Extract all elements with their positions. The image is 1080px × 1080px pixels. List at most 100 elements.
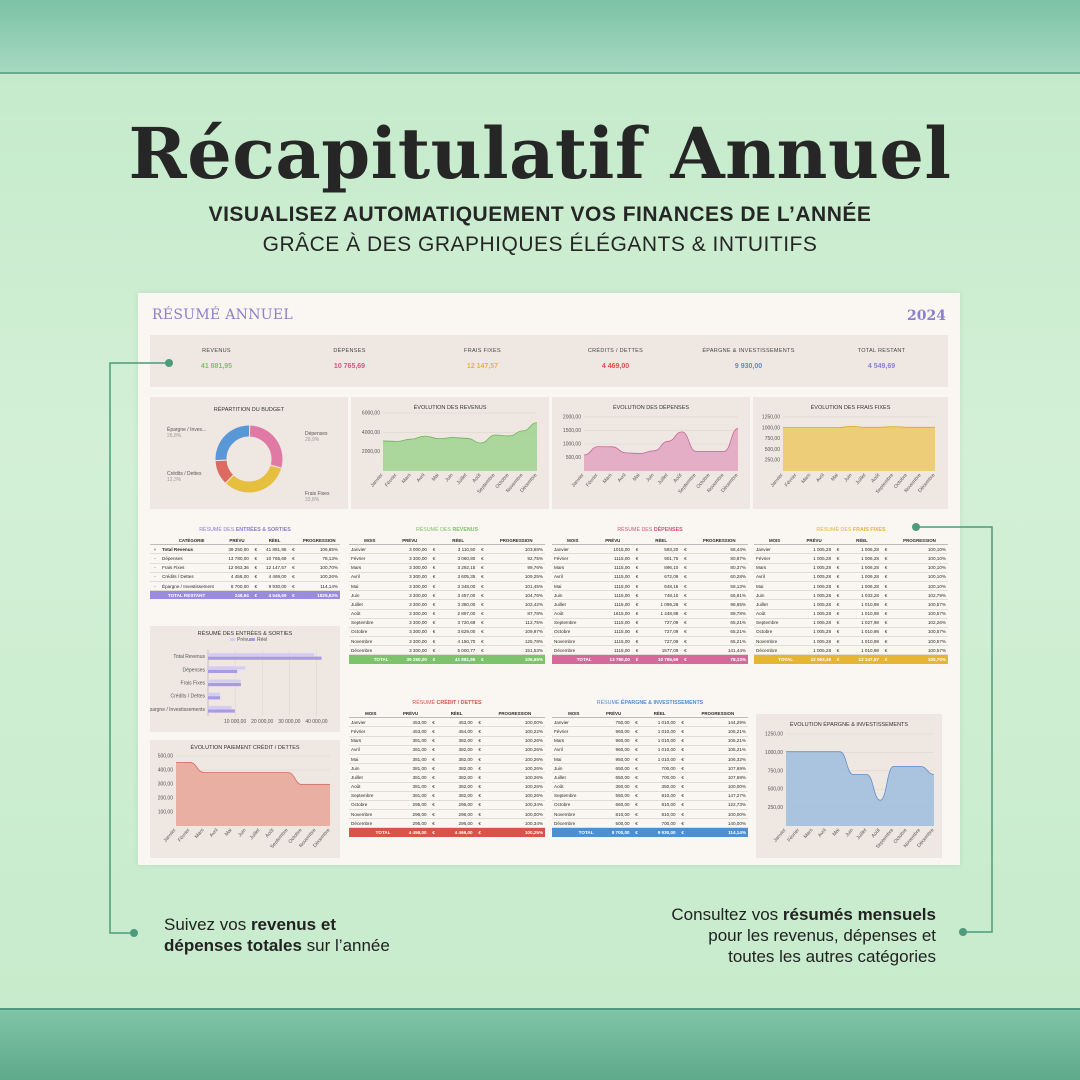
- revenus-data-table: MOIS PRÉVU RÉEL PROGRESSION Janvier 3 000,00 €…: [349, 536, 545, 664]
- table-cell: 100,26%: [298, 572, 340, 582]
- table-cell: -: [150, 581, 160, 592]
- table-cell: €: [677, 745, 688, 755]
- table-cell: Juin: [552, 763, 596, 774]
- tick-label: 1000,00: [765, 750, 783, 756]
- series-line: [382, 422, 538, 444]
- table-cell: 100,57%: [890, 645, 948, 656]
- table-title: RÉSUMÉ CRÉDIT / DETTES: [349, 700, 545, 706]
- callout-text: toutes les autres catégories: [728, 947, 936, 966]
- donut-pct: 33,8%: [305, 497, 320, 503]
- table-cell: 78,13%: [730, 657, 746, 663]
- table-cell: Janvier: [349, 544, 391, 555]
- table-row: Avril 1115,00 €672,09 €60,28%: [552, 572, 748, 582]
- table-title-bold: DÉPENSES: [653, 527, 683, 533]
- table-cell: 58,13%: [690, 581, 748, 592]
- table-cell: Frais Fixes: [160, 563, 224, 573]
- table-cell: 381,00: [392, 791, 429, 801]
- table-cell: €: [884, 657, 888, 663]
- table-cell: 106,65%: [524, 657, 543, 663]
- table-cell: Août: [552, 782, 596, 792]
- table-cell: 65,21%: [690, 627, 748, 638]
- table-cell: 1115,00: [593, 627, 632, 638]
- table-cell: €: [677, 791, 688, 801]
- table-cell: 13 780,00: [609, 657, 630, 663]
- table-cell: 107,69%: [687, 772, 748, 783]
- table-cell: 9 930,00: [260, 581, 289, 592]
- table-cell: 1 010,98: [843, 645, 881, 656]
- frais-data-table: MOIS PRÉVU RÉEL PROGRESSION Janvier 1 005,28 €…: [754, 536, 948, 664]
- table-cell: €: [428, 618, 439, 628]
- table-cell: 1 006,28: [843, 553, 881, 564]
- table-cell: 3 300,00: [390, 590, 429, 601]
- table-cell: 1 010,00: [641, 717, 678, 728]
- table-cell: 114,14%: [298, 581, 340, 592]
- tick-label: 200,00: [158, 796, 174, 802]
- table-row: Mars 960,00 €1 010,00 €105,21%: [552, 736, 748, 746]
- table-row: Janvier 3 000,00 €3 110,50 €103,68%: [349, 544, 545, 555]
- table-cell: €: [631, 809, 642, 820]
- table-cell: 105,21%: [687, 745, 748, 755]
- table-cell: 100,10%: [890, 563, 948, 573]
- table-cell: Novembre: [349, 636, 391, 647]
- table-cell: €: [833, 544, 844, 555]
- table-cell: Épargne / Investissement: [160, 581, 224, 592]
- table-cell: 550,00: [595, 791, 632, 801]
- x-tick-label: Janvier: [370, 472, 385, 488]
- table-cell: Février: [349, 726, 393, 737]
- table-cell: Crédits / Dettes: [160, 572, 224, 582]
- chart-title: ÉVOLUTION DES FRAIS FIXES: [810, 405, 891, 411]
- table-cell: 810,00: [641, 809, 678, 820]
- table-cell: 1 010,98: [843, 627, 881, 638]
- table-cell: 80,87%: [690, 553, 748, 564]
- depenses-chart-panel: ÉVOLUTION DES DÉPENSES 2000,00 1500,00 100…: [552, 397, 750, 509]
- table-cell: 100,34%: [484, 800, 545, 811]
- callout-bold: résumés mensuels: [782, 905, 936, 924]
- table-cell: 382,00: [438, 763, 475, 774]
- table-cell: €: [631, 553, 642, 564]
- table-cell: 500,00: [595, 818, 632, 829]
- table-cell: 4 469,00: [454, 830, 473, 836]
- table-cell: €: [631, 636, 642, 647]
- table-cell: €: [250, 572, 261, 582]
- table-cell: Octobre: [552, 627, 594, 638]
- kpi-label: REVENUS: [202, 348, 231, 354]
- donut-label: Épargne / Inves...: [167, 426, 206, 433]
- table-cell: €: [477, 636, 488, 647]
- total-row: TOTAL RESTANT 248,64 €4 549,69 €1829,83%: [150, 590, 340, 600]
- column-header: PROGRESSION: [690, 536, 748, 546]
- table-row: Novembre 296,00 €296,00 €100,00%: [349, 809, 545, 820]
- table-cell: €: [833, 581, 844, 592]
- tick-label: 250,00: [768, 805, 784, 811]
- x-tick-label: Juin: [844, 827, 855, 838]
- table-cell: Octobre: [349, 800, 393, 811]
- table-cell: 106,65%: [298, 544, 340, 555]
- table-cell: 151,53%: [487, 645, 545, 656]
- table-row: Août 381,00 €382,00 €100,26%: [349, 782, 545, 792]
- bar: [208, 679, 241, 683]
- table-cell: 122,73%: [687, 800, 748, 811]
- table-header-row: MOIS PRÉVU RÉEL PROGRESSION: [754, 536, 948, 546]
- table-cell: Juillet: [349, 772, 393, 783]
- x-tick-label: Janvier: [773, 827, 788, 843]
- table-cell: €: [880, 627, 891, 638]
- table-row: Juin 3 300,00 €3 457,00 €104,76%: [349, 590, 545, 601]
- table-cell: €: [880, 609, 891, 619]
- table-row: Janvier 453,00 €453,00 €100,00%: [349, 717, 545, 728]
- table-row: Septembre 1 005,28 €1 027,98 €102,26%: [754, 618, 948, 628]
- table-cell: Octobre: [349, 627, 391, 638]
- table-cell: 1 010,98: [843, 599, 881, 610]
- table-header-row: CATÉGORIE PRÉVU RÉEL PROGRESSION: [150, 536, 340, 546]
- x-tick-label: Janvier: [571, 472, 586, 488]
- table-cell: 12 147,57: [260, 563, 289, 573]
- table-cell: 381,00: [392, 745, 429, 755]
- epargne-chart-panel: ÉVOLUTION ÉPARGNE & INVESTISSEMENTS 1250…: [756, 714, 942, 858]
- table-cell: 1 006,28: [843, 563, 881, 573]
- table-cell: 60,28%: [690, 572, 748, 582]
- table-cell: TOTAL: [375, 830, 391, 836]
- table-cell: €: [474, 772, 485, 783]
- table-cell: Juin: [552, 590, 594, 601]
- table-cell: 10 765,69: [260, 553, 289, 564]
- table-row: Octobre 3 300,00 €3 629,00 €109,97%: [349, 627, 545, 638]
- table-cell: €: [680, 599, 691, 610]
- table-cell: 3 300,00: [390, 627, 429, 638]
